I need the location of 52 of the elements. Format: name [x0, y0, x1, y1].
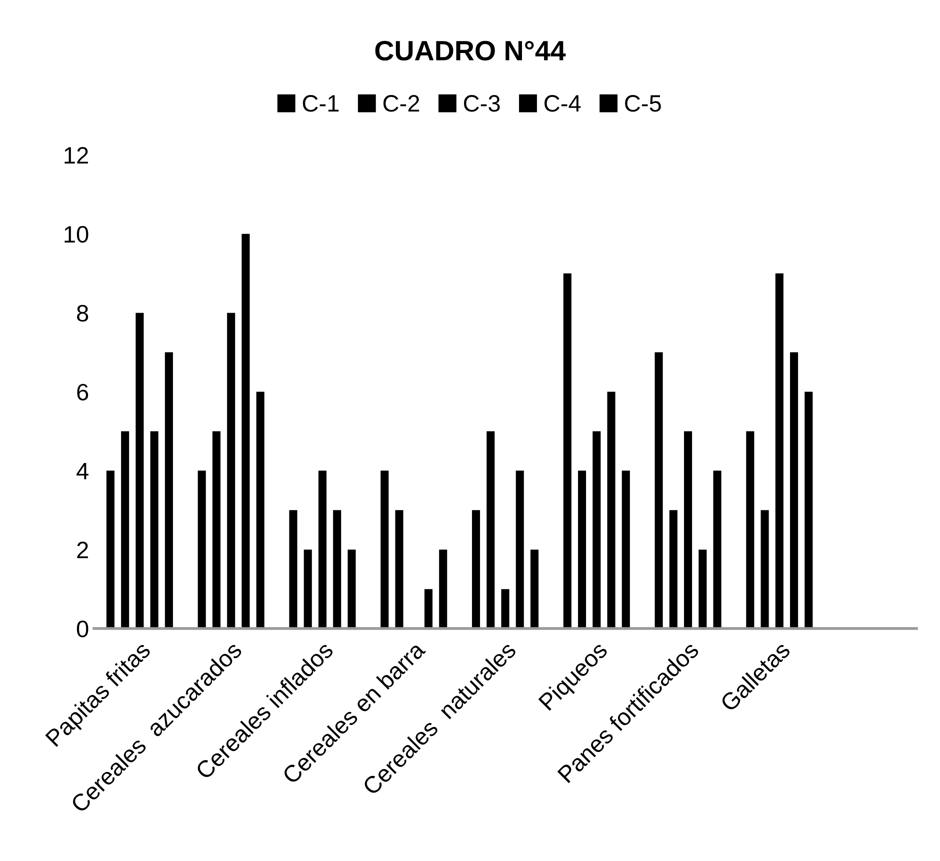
y-tick-label: 2	[77, 542, 88, 558]
bar	[501, 589, 510, 629]
legend-label: C-2	[383, 95, 420, 112]
bar	[227, 312, 236, 629]
bar	[622, 470, 630, 629]
bar	[486, 431, 495, 629]
bar	[698, 550, 707, 629]
bar	[121, 431, 130, 629]
bar	[669, 510, 678, 629]
bar	[304, 550, 312, 629]
y-tick-label: 0	[76, 620, 88, 638]
bar	[713, 470, 722, 629]
bar	[136, 312, 144, 629]
bar	[530, 550, 539, 629]
y-tick-label: 8	[77, 304, 88, 322]
y-tick-label: 10	[64, 226, 88, 243]
bar	[150, 431, 158, 629]
bar	[212, 431, 220, 629]
bar	[578, 470, 586, 629]
bar	[256, 392, 264, 629]
bar	[804, 392, 813, 629]
bar	[242, 234, 250, 629]
chart-title: CUADRO N°44	[375, 40, 566, 61]
bar	[760, 510, 769, 629]
bar	[318, 470, 326, 629]
bar	[439, 550, 448, 629]
legend-label: C-3	[464, 95, 500, 112]
bar	[684, 431, 692, 629]
bar	[516, 470, 524, 629]
bar	[775, 273, 784, 629]
bar	[333, 510, 342, 629]
y-tick-label: 6	[77, 384, 88, 401]
bar	[563, 273, 572, 629]
legend-label: C-5	[625, 95, 661, 112]
bar	[592, 431, 601, 629]
bar	[348, 550, 356, 629]
bar	[380, 470, 389, 629]
legend-label: C-1	[302, 95, 339, 112]
legend-label: C-4	[544, 95, 581, 112]
bar	[790, 352, 798, 629]
bar	[654, 352, 663, 629]
y-tick-label: 4	[76, 462, 88, 480]
bar	[164, 352, 173, 629]
bar	[746, 431, 754, 629]
bar	[424, 589, 433, 629]
bar	[106, 470, 114, 629]
bar	[607, 392, 616, 629]
y-tick-label: 12	[64, 147, 88, 164]
bar	[472, 510, 480, 629]
bar	[395, 510, 404, 629]
bar	[198, 470, 206, 629]
bar	[289, 510, 298, 629]
